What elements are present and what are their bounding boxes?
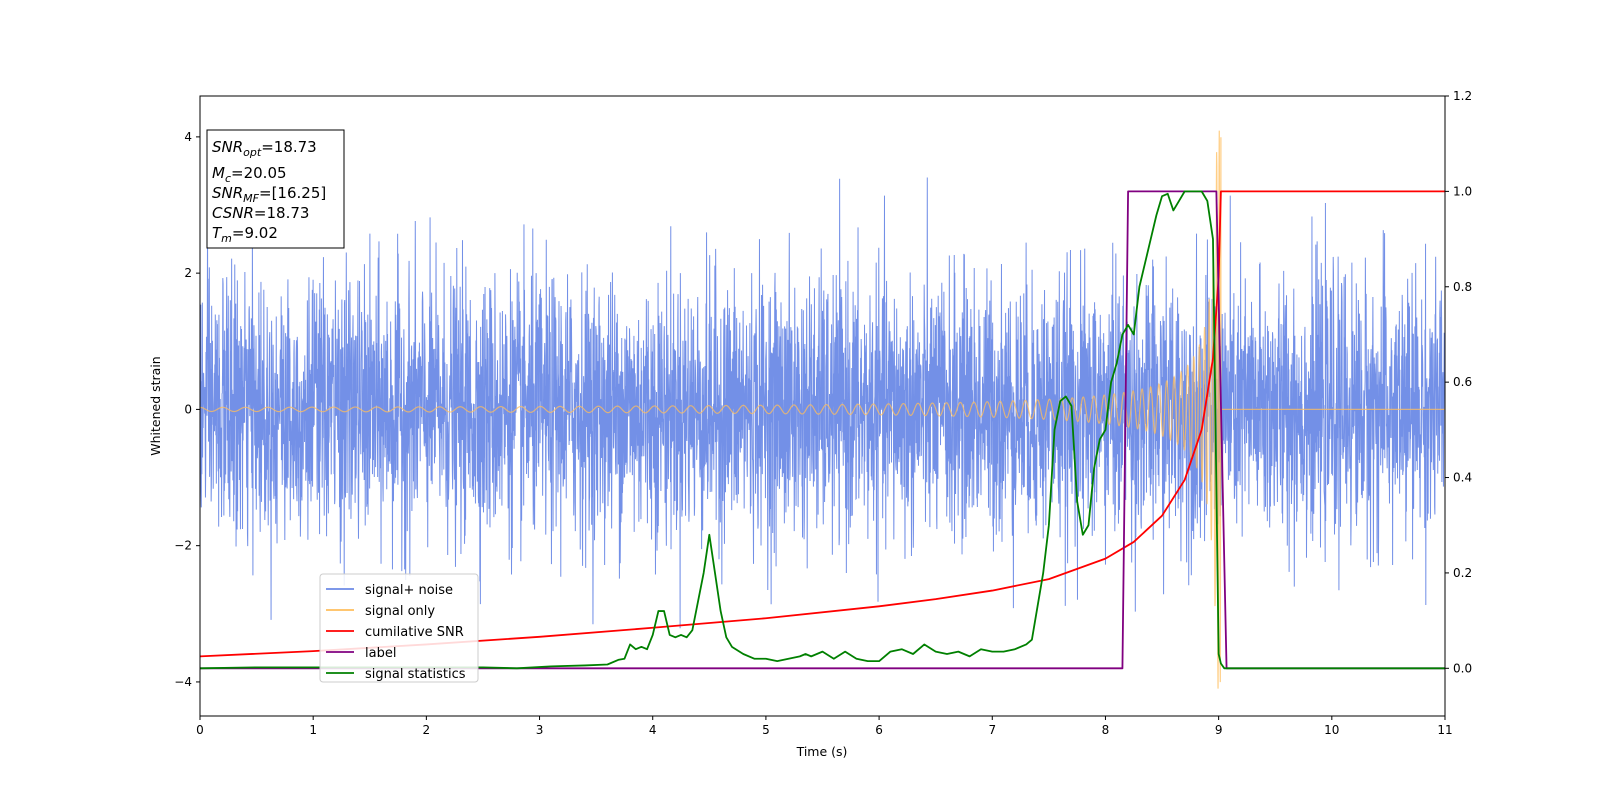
series-layer [200,130,1445,689]
info-box: SNRopt=18.73 Mc=20.05 SNRMF=[16.25] CSNR… [206,129,345,249]
right-y-tick-label: 0.2 [1453,566,1472,580]
x-axis: 0 1 2 3 4 5 6 7 8 9 10 11 [196,716,1453,737]
legend-label: label [365,646,396,661]
legend-label: signal only [365,604,435,619]
info-box-frame [206,129,345,249]
x-tick-label: 2 [423,723,431,737]
x-tick-label: 8 [1102,723,1110,737]
legend-label: signal+ noise [365,583,453,598]
x-tick-label: 4 [649,723,657,737]
legend-label: cumilative SNR [365,625,464,640]
x-tick-label: 7 [988,723,996,737]
right-y-tick-label: 0.8 [1453,280,1472,294]
info-tm: Tm=9.02 [212,224,278,245]
legend-frame [319,573,479,683]
series-signal-statistics [200,190,1445,670]
x-tick-label: 3 [536,723,544,737]
x-tick-label: 1 [309,723,317,737]
x-tick-label: 6 [875,723,883,737]
left-y-tick-label: −2 [174,539,192,553]
info-snr-mf: SNRMF=[16.25] [212,184,326,205]
x-tick-label: 10 [1324,723,1339,737]
left-y-tick-label: 2 [184,266,192,280]
series-cumulative-snr [200,190,1445,658]
left-y-tick-label: 4 [184,130,192,144]
legend: signal+ noise signal only cumilative SNR la… [319,573,479,683]
info-snr-opt: SNRopt=18.73 [212,138,317,159]
left-y-tick-label: −4 [174,675,192,689]
x-tick-label: 11 [1437,723,1452,737]
info-mc: Mc=20.05 [212,164,287,185]
x-tick-label: 0 [196,723,204,737]
legend-entries: signal+ noise signal only cumilative SNR la… [326,583,466,682]
plot-frame [199,95,1446,717]
right-y-tick-label: 0.4 [1453,471,1472,485]
series-signal-only [200,130,1445,689]
legend-label: signal statistics [365,667,466,682]
x-tick-label: 5 [762,723,770,737]
x-tick-label: 9 [1215,723,1223,737]
left-y-axis-label: Whitened strain [148,356,163,455]
right-y-tick-label: 0.0 [1453,661,1472,675]
info-csnr: CSNR=18.73 [212,204,309,222]
right-y-tick-label: 1.2 [1453,89,1472,103]
left-y-tick-label: 0 [184,402,192,416]
right-y-tick-label: 1.0 [1453,184,1472,198]
right-y-axis: 0.0 0.2 0.4 0.6 0.8 1.0 1.2 [1445,89,1472,675]
right-y-tick-label: 0.6 [1453,375,1472,389]
series-signal-noise [200,177,1445,629]
left-y-axis: −4 −2 0 2 4 [174,130,200,689]
x-axis-label: Time (s) [796,744,848,759]
